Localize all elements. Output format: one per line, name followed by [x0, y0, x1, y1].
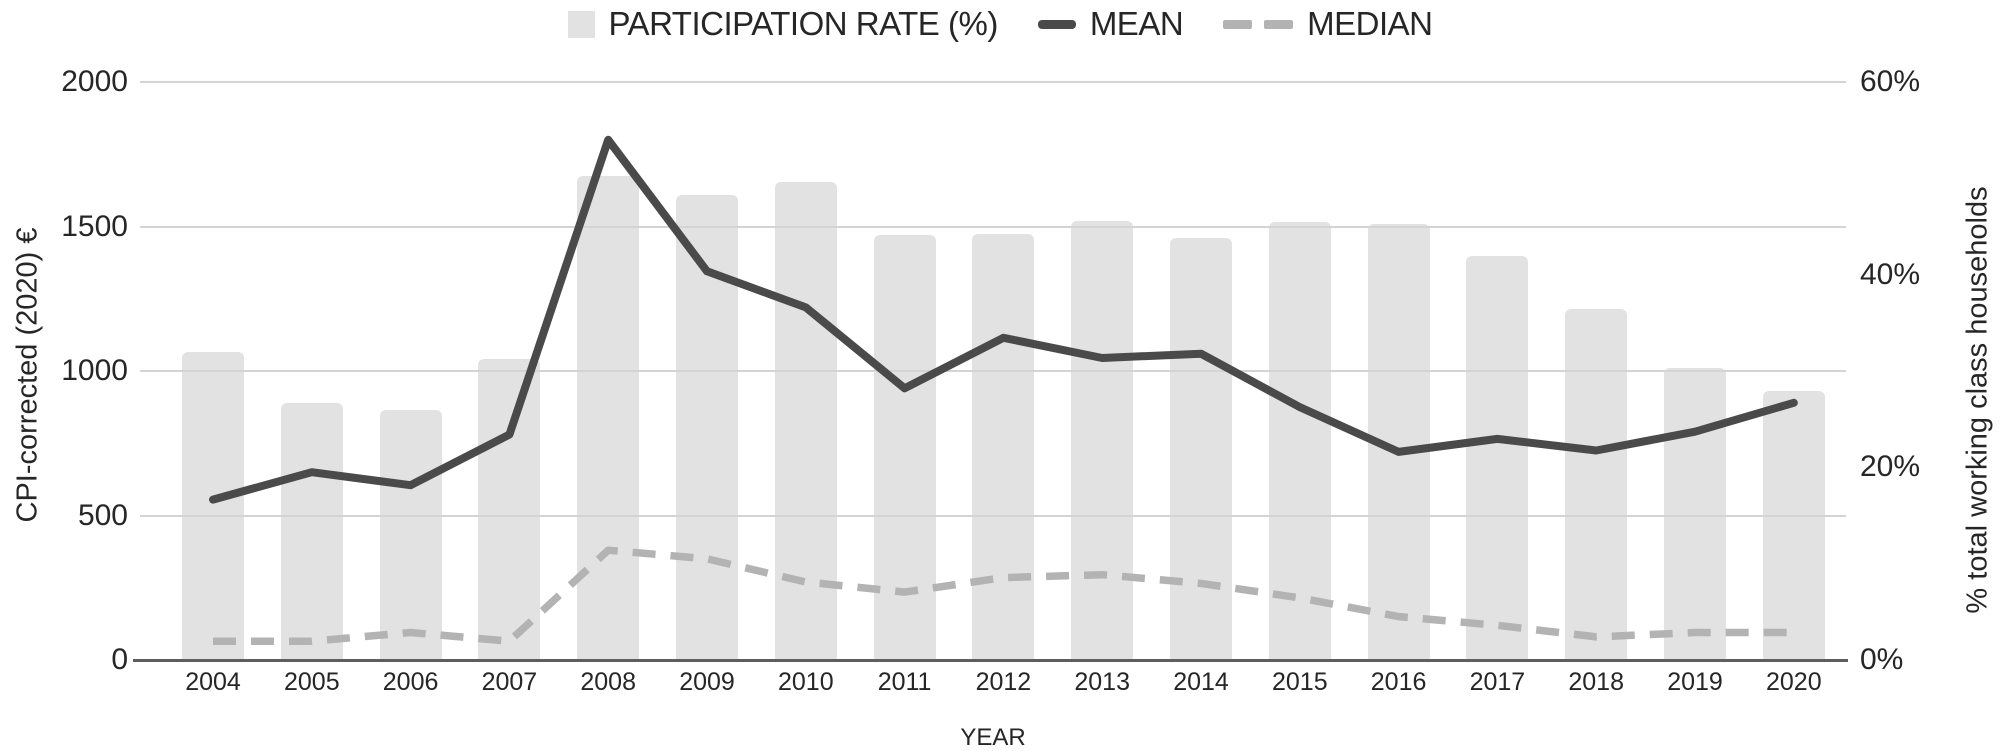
y-tick-left-1500: 1500: [61, 209, 128, 243]
bar-2006: [379, 409, 442, 660]
x-tick-2020: 2020: [1765, 668, 1822, 696]
bar-2014: [1170, 238, 1232, 660]
x-tick-2008: 2008: [580, 668, 636, 696]
x-tick-2010: 2010: [777, 668, 834, 696]
x-tick-2017: 2017: [1469, 668, 1526, 696]
bar-2013: [1071, 220, 1134, 660]
gridline-500: [140, 514, 1846, 517]
legend-label: PARTICIPATION RATE (%): [608, 5, 999, 42]
plot-area: [140, 81, 1846, 660]
gridline-1000: [140, 370, 1846, 372]
right-axis-title: % total working class households: [1961, 186, 1994, 614]
x-tick-2006: 2006: [382, 668, 439, 696]
bar-2005: [280, 402, 343, 660]
y-tick-left-2000: 2000: [61, 65, 128, 98]
legend-bar-swatch-icon: [567, 10, 595, 38]
x-tick-2011: 2011: [877, 668, 932, 696]
line-series-layer: [209, 135, 1798, 645]
median-line: [213, 546, 1794, 645]
legend-item-mean: MEAN: [1037, 5, 1184, 43]
legend-line-swatch-icon: [1037, 19, 1076, 29]
x-tick-2018: 2018: [1568, 668, 1624, 696]
bar-2012: [972, 234, 1035, 660]
x-tick-2016: 2016: [1370, 668, 1427, 696]
mean-line: [209, 135, 1798, 504]
dash-segment: [1264, 19, 1294, 29]
legend-label: MEDIAN: [1307, 5, 1433, 42]
y-tick-left-1000: 1000: [61, 354, 128, 387]
bar-2019: [1664, 368, 1726, 660]
bar-2020: [1762, 391, 1825, 660]
bar-2017: [1466, 256, 1529, 660]
bar-2018: [1565, 309, 1628, 660]
gridline-1500: [140, 225, 1846, 228]
x-tick-2005: 2005: [283, 668, 340, 696]
y-tick-right-40: 40%: [1860, 257, 1921, 291]
y-tick-right-0: 0%: [1860, 643, 1904, 676]
y-tick-right-60: 60%: [1860, 65, 1921, 98]
x-tick-2014: 2014: [1173, 668, 1229, 696]
bar-2007: [478, 359, 541, 660]
bar-2008: [577, 176, 640, 660]
x-axis-line: [133, 659, 1848, 662]
x-tick-2007: 2007: [481, 668, 538, 696]
y-tick-right-20: 20%: [1860, 450, 1921, 484]
y-tick-left-0: 0: [111, 643, 128, 676]
x-tick-2019: 2019: [1667, 668, 1723, 696]
legend-label: MEAN: [1089, 5, 1184, 42]
bar-2015: [1268, 221, 1331, 660]
x-tick-2004: 2004: [185, 668, 241, 696]
dash-segment: [1223, 19, 1253, 29]
x-tick-2015: 2015: [1271, 668, 1328, 696]
chart-legend: PARTICIPATION RATE (%) MEAN MEDIAN: [0, 2, 2000, 46]
bar-2004: [182, 351, 244, 660]
legend-item-participation-rate: PARTICIPATION RATE (%): [567, 5, 999, 43]
legend-item-median: MEDIAN: [1223, 5, 1433, 43]
gridline-2000: [140, 81, 1846, 83]
x-tick-2013: 2013: [1074, 668, 1130, 696]
x-tick-2012: 2012: [975, 668, 1032, 696]
x-axis-title: YEAR: [960, 724, 1026, 751]
legend-dashed-swatch-icon: [1223, 19, 1294, 29]
x-tick-2009: 2009: [679, 668, 735, 696]
y-tick-left-500: 500: [77, 498, 128, 532]
